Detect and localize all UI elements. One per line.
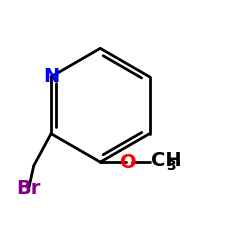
- Text: CH: CH: [151, 151, 182, 170]
- Text: 3: 3: [166, 159, 176, 173]
- Text: Br: Br: [16, 178, 41, 198]
- Text: O: O: [120, 152, 137, 172]
- Text: N: N: [43, 67, 59, 86]
